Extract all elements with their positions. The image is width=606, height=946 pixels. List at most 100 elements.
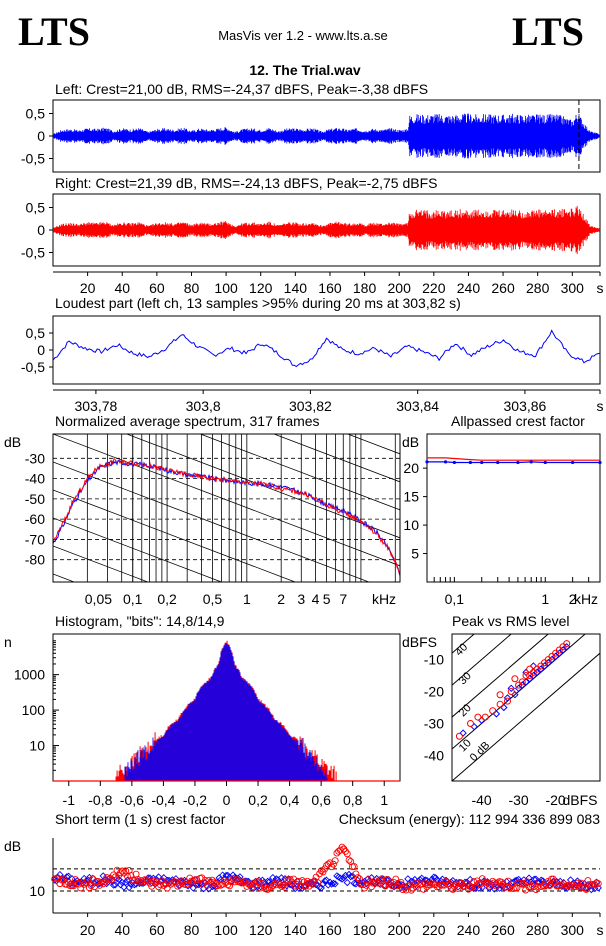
pvr-point-right (496, 691, 504, 699)
pvr-point-right (467, 719, 474, 727)
stc-point-left (469, 884, 478, 893)
crest-xtick-label: 0,1 (445, 591, 465, 607)
spectrum-ytick-label: -30 (25, 450, 45, 466)
spectrum-xtick-label: 5 (323, 591, 331, 607)
stc-outlier (118, 867, 126, 875)
stc-point-right (503, 883, 510, 891)
stc-point-right (175, 880, 183, 888)
stc-point-left (331, 880, 339, 888)
pvr-ytick-label: -30 (424, 715, 444, 731)
stc-xtick-label: 60 (149, 922, 165, 938)
stc-point-left (515, 875, 523, 884)
crest-ytick-label: 20 (403, 460, 419, 476)
stc-point-right (527, 883, 535, 891)
stc-point-right (541, 882, 549, 890)
pvr-point-left (459, 729, 467, 737)
right_wave-xtick-label: 160 (318, 280, 342, 296)
histogram-xtick-label: -0,2 (183, 792, 207, 808)
pvr-point-left (477, 716, 486, 724)
stc-point-right (419, 885, 427, 893)
crest-point (425, 460, 429, 464)
spectrum-xtick-label: 1 (243, 591, 251, 607)
stc-point-right (243, 883, 251, 890)
spectrum-ylabel: dB (4, 434, 21, 450)
right_wave-xtick-label: 220 (422, 280, 446, 296)
stc-point-left (298, 884, 306, 892)
stc-point-right (300, 878, 308, 886)
pvr-point-right (455, 732, 463, 740)
stc-point-left (165, 876, 173, 885)
stc-point-right (72, 876, 79, 884)
spectrum-ytick-label: -40 (25, 471, 45, 487)
stc-point-left (264, 877, 272, 885)
stc-point-right (506, 884, 514, 892)
stc-point-right (352, 870, 360, 878)
stc-point-right (203, 881, 211, 889)
stc-point-right (317, 867, 325, 875)
stc-point-right (423, 883, 431, 891)
spectrum-ytick-label: -70 (25, 531, 45, 547)
stc-point-right (399, 886, 407, 894)
histogram-ytick-label: 10 (29, 738, 45, 754)
stc-point-left (89, 874, 97, 882)
pvr-point-right (511, 675, 519, 683)
stc-point-left (336, 874, 344, 882)
stc-point-right (574, 879, 581, 887)
stc-point-right (307, 878, 315, 886)
stc-point-right (520, 879, 528, 887)
stc-point-right (85, 884, 93, 892)
stc-point-right (343, 850, 351, 858)
stc-point-right (331, 857, 339, 865)
stc-xtick-label: 80 (184, 922, 200, 938)
stc-point-right (407, 886, 415, 894)
stc-point-right (380, 881, 388, 889)
stc-point-right (172, 878, 180, 886)
stc-point-right (144, 877, 152, 885)
stc-point-right (413, 883, 420, 891)
spectrum-ytick-label: -60 (25, 511, 45, 527)
pvr-xtick-label: -30 (508, 792, 528, 808)
stc-point-right (177, 877, 185, 885)
pvr-point-left (507, 684, 515, 693)
pvr-point-right (489, 707, 497, 715)
stc-point-right (295, 877, 303, 885)
spectrum-slope-line (53, 461, 370, 582)
stc-point-right (110, 871, 118, 879)
stc-point-left (189, 884, 197, 892)
spectrum-xtick-label: 0,05 (85, 591, 112, 607)
spectrum-ytick-label: -50 (25, 491, 45, 507)
right_wave-xtick-label: 300 (561, 280, 585, 296)
stc-point-right (151, 876, 159, 884)
pvr-xtick-label: -40 (471, 792, 491, 808)
spectrum-xtick-label: 7 (339, 591, 347, 607)
pvr-plot (452, 634, 600, 781)
right_wave-xtick-label: 20 (80, 280, 96, 296)
stc-point-left (243, 877, 251, 885)
right_wave-xtick-label: 280 (526, 280, 550, 296)
spectrum-plot (53, 98, 400, 582)
stc-point-right (84, 876, 92, 884)
right_wave-ytick-label: -0,5 (21, 245, 45, 261)
pvr-xtick-label: -20 (545, 792, 565, 808)
stc-point-left (328, 880, 336, 888)
histogram-xtick-label: -1 (63, 792, 76, 808)
histogram-xtick-label: 0,8 (343, 792, 363, 808)
pvr-ytick-label: -20 (424, 684, 444, 700)
stc-point-right (162, 880, 169, 888)
stc-point-right (359, 881, 367, 889)
stc-point-right (392, 875, 400, 883)
stc-point-right (219, 880, 227, 888)
right_wave-xtick-label: 120 (249, 280, 273, 296)
stc-point-right (189, 877, 197, 885)
spectrum-slope-line (53, 489, 297, 582)
right_wave-xtick-label: 60 (149, 280, 165, 296)
histogram-xtick-label: -0,8 (88, 792, 112, 808)
stc-point-right (80, 880, 88, 888)
loudest-ytick-label: -0,5 (21, 359, 45, 375)
histogram-ytick-label: 1000 (14, 667, 45, 683)
spectrum-slope-line (53, 98, 400, 230)
loudest-ytick-label: 0,5 (26, 325, 46, 341)
stc-point-right (397, 878, 405, 886)
stc-point-left (390, 883, 398, 891)
spectrum-slope-line (199, 434, 400, 511)
